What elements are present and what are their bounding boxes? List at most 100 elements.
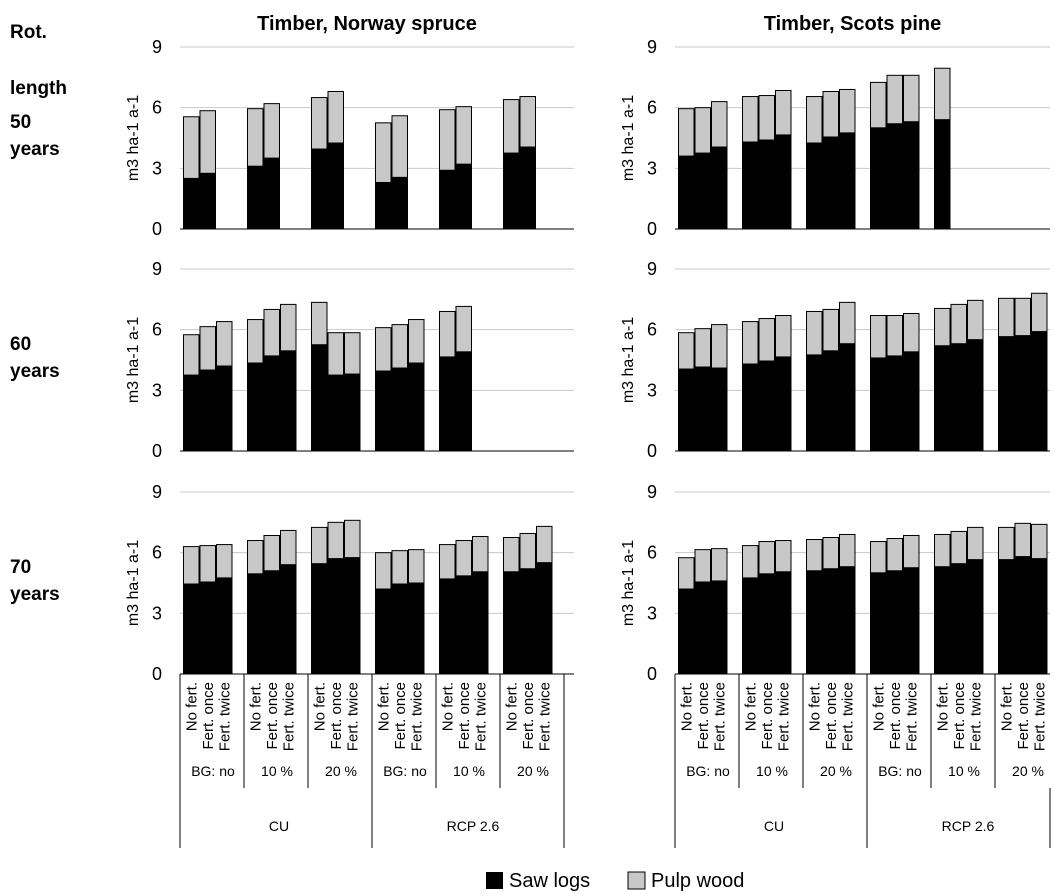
bar-pulp-wood — [375, 327, 392, 372]
bar-pulp-wood — [678, 557, 695, 590]
row-label-unit: years — [10, 139, 60, 160]
x-label-no-fert: No fert. — [247, 682, 264, 731]
bar-pulp-wood — [311, 97, 328, 150]
group-label: BG: no — [383, 763, 427, 779]
bar-pulp-wood — [1014, 522, 1031, 558]
bar-saw-logs — [216, 365, 233, 452]
bar-pulp-wood — [375, 552, 392, 590]
bar-pulp-wood — [311, 301, 328, 346]
x-label-fert-once: Fert. once — [264, 682, 281, 750]
bar-pulp-wood — [870, 315, 887, 359]
chart-panels: Timber, Norway spruce 50 years 0 3 6 9 m3 ha-1 … — [10, 13, 1051, 848]
bar-saw-logs — [775, 356, 792, 452]
bar-saw-logs — [742, 363, 759, 452]
bar-saw-logs — [742, 577, 759, 675]
bar-saw-logs — [967, 339, 984, 452]
bar-saw-logs — [280, 564, 297, 675]
y-axis-title: m3 ha-1 a-1 — [125, 317, 142, 403]
scenario-label: RCP 2.6 — [447, 818, 500, 834]
bar-saw-logs — [678, 368, 695, 452]
bar-pulp-wood — [758, 95, 775, 141]
y-tick-label: 0 — [152, 441, 162, 461]
group-label: BG: no — [191, 763, 235, 779]
bar-pulp-wood — [775, 315, 792, 358]
x-label-no-fert: No fert. — [806, 682, 823, 731]
x-label-no-fert: No fert. — [503, 682, 520, 731]
bar-pulp-wood — [455, 106, 472, 165]
bar-saw-logs — [806, 570, 823, 675]
x-label-fert-once: Fert. once — [823, 682, 840, 750]
bar-saw-logs — [263, 355, 280, 452]
bar-saw-logs — [375, 370, 392, 452]
x-label-no-fert: No fert. — [742, 682, 759, 731]
bar-saw-logs — [1031, 331, 1048, 452]
y-axis-title: m3 ha-1 a-1 — [125, 95, 142, 181]
bar-saw-logs — [391, 367, 408, 452]
bar-saw-logs — [536, 562, 553, 675]
row-header-line2: length — [10, 78, 67, 99]
group-label: 10 % — [756, 763, 788, 779]
bar-saw-logs — [311, 344, 328, 452]
bar-pulp-wood — [472, 535, 489, 573]
bar-pulp-wood — [694, 549, 711, 583]
bar-pulp-wood — [263, 308, 280, 357]
legend-swatch-pulp-wood — [627, 871, 646, 890]
x-label-fert-twice: Fert. twice — [216, 682, 233, 751]
x-label-no-fert: No fert. — [439, 682, 456, 731]
bar-saw-logs — [439, 578, 456, 675]
bar-saw-logs — [247, 165, 264, 230]
bar-saw-logs — [327, 558, 344, 675]
bar-saw-logs — [344, 373, 361, 452]
y-tick-label: 6 — [152, 543, 162, 563]
figure-text: Rot. length — [10, 22, 67, 99]
x-label-fert-twice: Fert. twice — [967, 682, 984, 751]
bar-pulp-wood — [903, 74, 920, 123]
bar-pulp-wood — [934, 67, 951, 121]
bar-saw-logs — [391, 583, 408, 675]
bar-saw-logs — [391, 176, 408, 230]
x-label-no-fert: No fert. — [311, 682, 328, 731]
chart-panel-3: 60 years 0 3 6 9 m3 ha-1 a-1 — [10, 259, 574, 461]
x-label-no-fert: No fert. — [870, 682, 887, 731]
bar-saw-logs — [455, 351, 472, 452]
bar-saw-logs — [839, 343, 856, 452]
bar-saw-logs — [934, 566, 951, 675]
bar-saw-logs — [950, 343, 967, 452]
x-label-fert-once: Fert. once — [887, 682, 904, 750]
bar-saw-logs — [503, 571, 520, 675]
bar-pulp-wood — [311, 526, 328, 565]
bar-saw-logs — [1031, 558, 1048, 675]
bar-saw-logs — [903, 567, 920, 675]
legend-swatch-saw-logs — [486, 872, 503, 889]
bar-pulp-wood — [694, 328, 711, 368]
bar-saw-logs — [775, 571, 792, 675]
y-tick-label: 0 — [152, 219, 162, 239]
bar-pulp-wood — [822, 308, 839, 352]
bar-saw-logs — [711, 146, 728, 230]
group-label: 20 % — [517, 763, 549, 779]
bar-pulp-wood — [503, 537, 520, 573]
bar-saw-logs — [439, 356, 456, 452]
bar-pulp-wood — [967, 299, 984, 341]
bar-pulp-wood — [839, 88, 856, 134]
bar-pulp-wood — [711, 101, 728, 148]
bar-pulp-wood — [998, 526, 1015, 561]
bar-pulp-wood — [199, 545, 216, 583]
bar-saw-logs — [775, 134, 792, 230]
row-header-line1: Rot. — [10, 22, 47, 43]
bar-pulp-wood — [903, 534, 920, 569]
bar-saw-logs — [870, 357, 887, 452]
y-axis-title: m3 ha-1 a-1 — [620, 95, 637, 181]
bar-pulp-wood — [1014, 297, 1031, 337]
bar-pulp-wood — [758, 541, 775, 575]
bar-pulp-wood — [519, 532, 536, 570]
bar-saw-logs — [967, 559, 984, 675]
bar-saw-logs — [694, 366, 711, 452]
y-tick-label: 0 — [647, 441, 657, 461]
bar-saw-logs — [806, 142, 823, 230]
bar-pulp-wood — [439, 544, 456, 580]
bar-pulp-wood — [408, 549, 425, 584]
bar-pulp-wood — [216, 321, 233, 367]
legend: Saw logs Pulp wood — [486, 870, 744, 892]
